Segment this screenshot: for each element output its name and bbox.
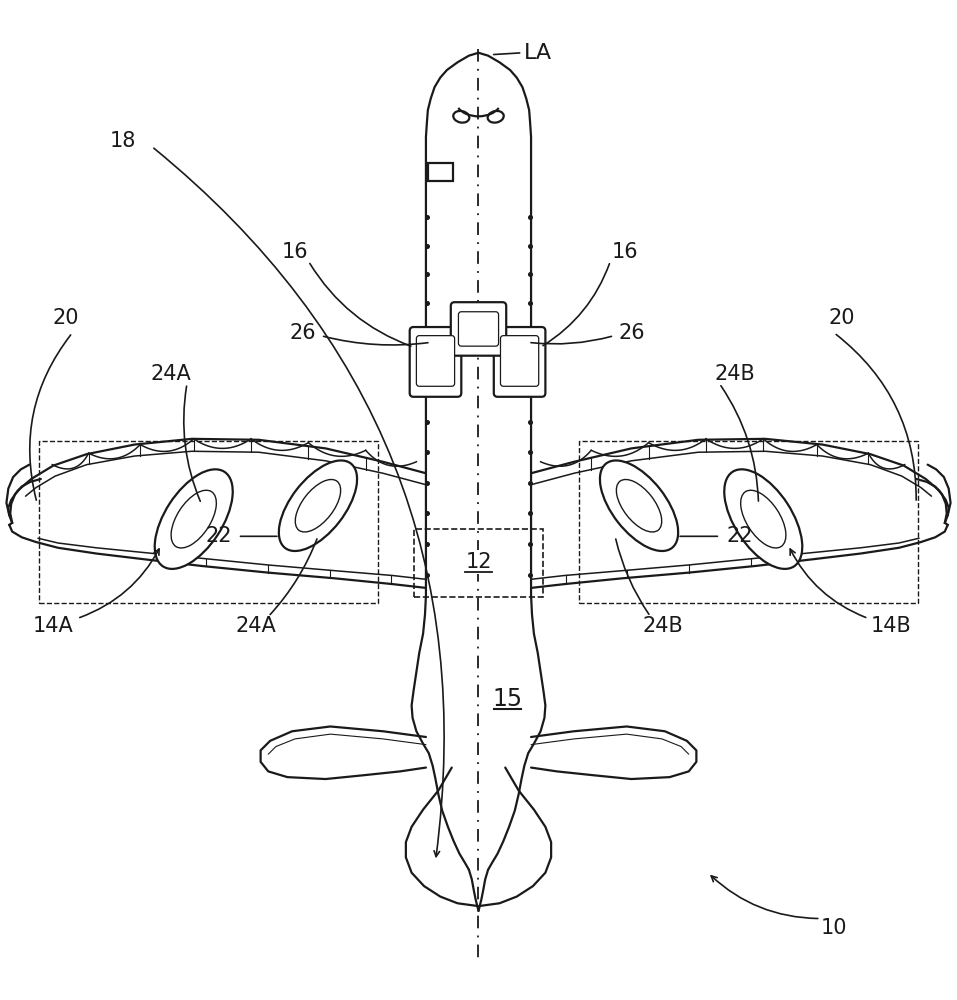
Ellipse shape — [724, 469, 802, 569]
Text: 20: 20 — [829, 308, 855, 328]
Text: 14A: 14A — [33, 616, 74, 636]
Text: 24A: 24A — [150, 364, 191, 384]
Ellipse shape — [616, 479, 661, 532]
Text: 14B: 14B — [871, 616, 912, 636]
Text: 16: 16 — [281, 242, 308, 262]
Text: 22: 22 — [206, 526, 232, 546]
Ellipse shape — [600, 460, 679, 551]
Text: 10: 10 — [821, 918, 847, 938]
Text: 24B: 24B — [642, 616, 683, 636]
Text: 22: 22 — [726, 526, 752, 546]
Text: 24B: 24B — [714, 364, 755, 384]
FancyBboxPatch shape — [416, 336, 455, 386]
FancyBboxPatch shape — [494, 327, 545, 397]
Ellipse shape — [171, 490, 216, 548]
Text: 20: 20 — [53, 308, 78, 328]
Text: 26: 26 — [618, 323, 645, 343]
Text: 15: 15 — [492, 687, 523, 711]
Ellipse shape — [155, 469, 233, 569]
Ellipse shape — [278, 460, 357, 551]
Text: 12: 12 — [465, 552, 492, 572]
Text: 26: 26 — [289, 323, 316, 343]
Text: 24A: 24A — [235, 616, 277, 636]
FancyBboxPatch shape — [501, 336, 539, 386]
Ellipse shape — [296, 479, 341, 532]
Ellipse shape — [741, 490, 786, 548]
FancyBboxPatch shape — [451, 302, 506, 356]
Text: 16: 16 — [612, 242, 638, 262]
FancyBboxPatch shape — [458, 312, 499, 346]
Text: LA: LA — [523, 43, 552, 63]
FancyBboxPatch shape — [410, 327, 461, 397]
Text: 18: 18 — [110, 131, 136, 151]
